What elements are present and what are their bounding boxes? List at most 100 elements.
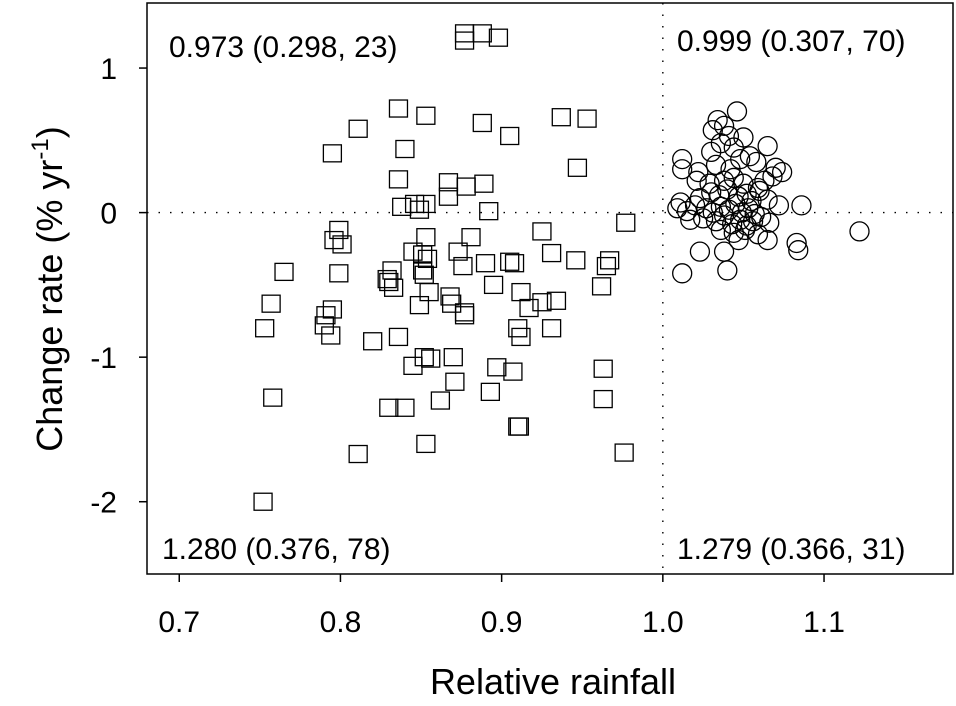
circle-marker — [749, 180, 770, 202]
circle-marker — [689, 241, 711, 262]
square-marker — [348, 119, 368, 138]
square-marker — [480, 382, 501, 402]
circle-marker — [667, 198, 688, 219]
square-marker — [438, 187, 459, 206]
square-marker — [508, 417, 528, 436]
circle-marker — [736, 183, 757, 204]
circle-marker — [702, 120, 723, 141]
square-marker — [255, 319, 275, 338]
square-marker — [403, 242, 423, 261]
circle-marker — [849, 221, 870, 242]
circle-marker — [726, 101, 748, 122]
square-marker — [409, 200, 430, 219]
circle-marker — [759, 212, 780, 233]
plot-frame — [146, 2, 954, 575]
square-marker — [263, 388, 283, 407]
circle-marker — [701, 141, 722, 163]
square-marker — [453, 256, 473, 276]
circle-marker — [710, 196, 732, 217]
reference-lines — [147, 3, 953, 574]
square-marker — [253, 492, 273, 511]
circle-marker — [757, 189, 778, 210]
circle-marker — [707, 109, 728, 131]
square-marker — [332, 235, 352, 254]
circle-marker — [717, 260, 738, 281]
square-marker — [475, 254, 496, 273]
square-marker — [472, 113, 492, 133]
circle-marker — [713, 115, 735, 137]
circle-marker — [701, 182, 722, 203]
x-tick-label: 1.0 — [642, 606, 684, 639]
circle-marker — [702, 202, 723, 223]
square-marker — [413, 261, 433, 280]
circle-marker — [757, 135, 778, 157]
circle-marker — [723, 222, 744, 243]
y-axis-title: Change rate (% yr-1) — [27, 126, 70, 451]
square-marker — [448, 242, 468, 261]
square-marker — [546, 291, 567, 310]
circle-marker — [672, 159, 693, 180]
square-marker — [488, 28, 509, 47]
square-marker — [551, 108, 571, 127]
square-marker — [348, 444, 368, 464]
square-marker — [416, 434, 436, 454]
square-marker — [395, 139, 415, 159]
circle-marker — [786, 232, 807, 254]
axis-ticks: 0.7 0.8 0.9 1.0 1.1 -2 -1 0 1 — [90, 53, 845, 639]
circle-marker — [757, 229, 778, 251]
circle-marker — [734, 219, 756, 241]
circle-marker — [728, 229, 749, 251]
circle-marker — [696, 198, 717, 219]
square-marker — [454, 24, 475, 43]
square-marker — [322, 300, 343, 319]
y-tick-label: -1 — [90, 342, 117, 375]
square-marker — [472, 24, 492, 43]
circle-marker — [768, 195, 790, 216]
square-marker — [383, 278, 404, 297]
square-marker — [388, 170, 409, 189]
circle-marker — [710, 219, 732, 241]
circle-marker — [713, 205, 735, 226]
y-axis-title-main: Change rate (% yr — [29, 160, 70, 452]
square-marker — [395, 398, 415, 417]
square-marker — [614, 443, 634, 462]
square-marker — [599, 251, 620, 270]
data-marks — [253, 24, 870, 511]
circle-marker — [762, 166, 783, 187]
circle-marker — [746, 151, 767, 173]
square-marker — [596, 256, 617, 276]
square-marker — [503, 362, 523, 381]
square-marker — [593, 389, 613, 409]
square-marker — [417, 249, 438, 269]
circle-marker — [713, 170, 735, 191]
annotation-bottom-right: 1.279 (0.366, 31) — [677, 533, 906, 566]
circle-marker — [718, 125, 740, 147]
square-marker — [504, 254, 525, 273]
circle-marker — [723, 137, 744, 158]
square-marker — [616, 213, 636, 232]
x-tick-label: 0.8 — [320, 606, 362, 639]
square-marker — [461, 228, 481, 247]
square-marker — [379, 272, 399, 292]
square-marker — [274, 262, 294, 282]
circle-marker — [692, 208, 714, 229]
square-marker — [430, 391, 451, 410]
circle-marker — [705, 154, 727, 176]
square-marker — [261, 294, 281, 313]
square-marker — [316, 306, 336, 325]
square-marker — [500, 126, 520, 146]
square-marker — [509, 417, 530, 436]
circle-marker — [765, 157, 786, 178]
square-marker — [474, 174, 494, 193]
circle-marker — [723, 167, 744, 189]
square-marker — [409, 295, 430, 315]
circle-marker — [713, 241, 735, 262]
square-marker — [321, 326, 341, 345]
circle-marker — [688, 161, 709, 183]
square-marker — [511, 282, 531, 302]
square-marker — [421, 349, 441, 368]
square-marker — [541, 319, 562, 338]
square-marker — [379, 398, 399, 417]
circle-marker — [788, 240, 809, 261]
